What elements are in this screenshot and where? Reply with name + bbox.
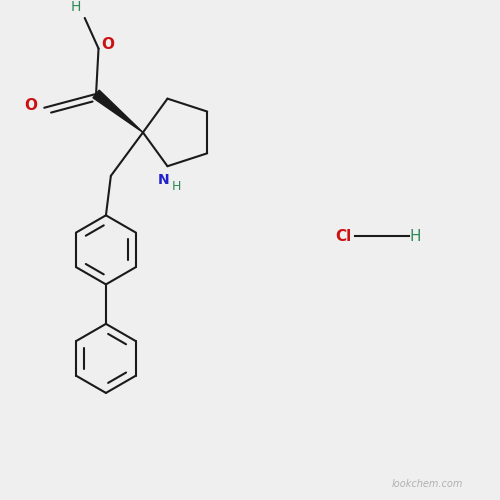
Text: O: O bbox=[24, 98, 37, 113]
Text: N: N bbox=[158, 173, 170, 187]
Text: lookchem.com: lookchem.com bbox=[392, 479, 464, 489]
Text: H: H bbox=[70, 0, 81, 14]
Text: Cl: Cl bbox=[336, 228, 352, 244]
Polygon shape bbox=[93, 90, 143, 132]
Text: O: O bbox=[101, 37, 114, 52]
Text: H: H bbox=[410, 228, 421, 244]
Text: H: H bbox=[172, 180, 181, 194]
